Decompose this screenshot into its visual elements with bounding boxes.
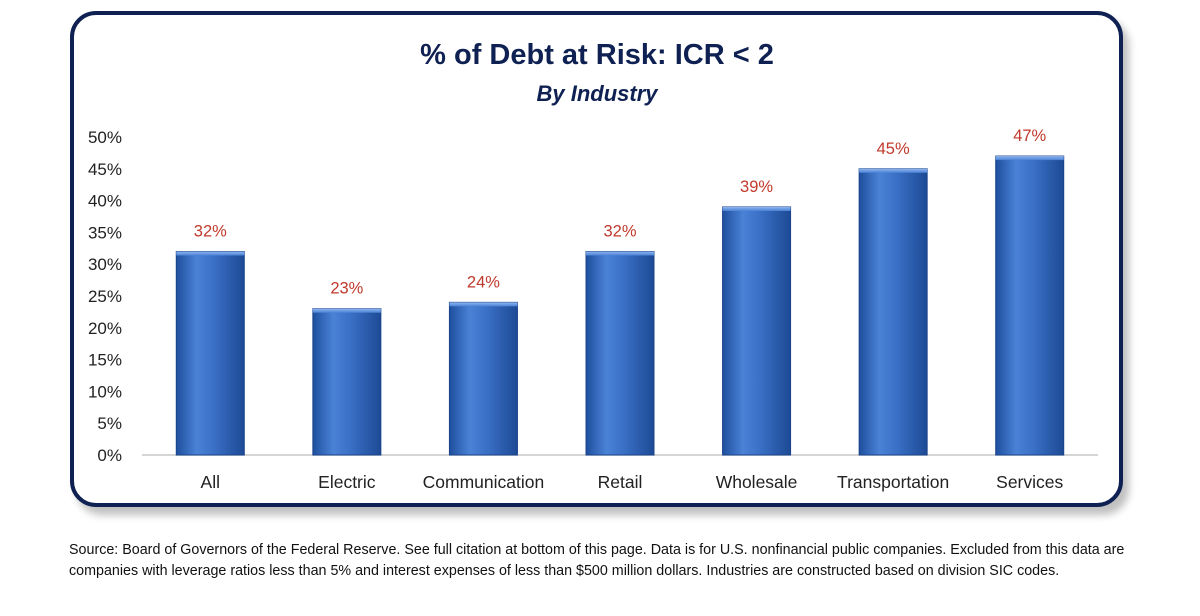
y-tick-label: 20% [88, 319, 122, 338]
x-tick-label-retail: Retail [598, 472, 643, 492]
x-axis: All Electric Communication Retail Wholesale T… [201, 472, 1064, 492]
y-tick-label: 15% [88, 351, 122, 370]
y-tick-label: 40% [88, 192, 122, 211]
x-tick-label-services: Services [996, 472, 1063, 492]
chart-subtitle: By Industry [536, 81, 659, 106]
bar-services [995, 155, 1065, 456]
bar-electric [312, 308, 382, 456]
source-footnote: Source: Board of Governors of the Federa… [69, 542, 1125, 579]
chart-title: % of Debt at Risk: ICR < 2 [420, 39, 774, 71]
data-label-services: 47% [1013, 127, 1046, 145]
y-tick-label: 30% [88, 255, 122, 274]
x-tick-label-electric: Electric [318, 472, 376, 492]
data-label-transportation: 45% [877, 140, 910, 158]
y-tick-label: 0% [97, 446, 122, 465]
bar-top-services [995, 156, 1064, 161]
data-label-communication: 24% [467, 273, 500, 291]
y-tick-label: 25% [88, 287, 122, 306]
y-tick-label: 50% [88, 128, 122, 147]
bar-top-transportation [859, 168, 928, 173]
bar-communication [448, 301, 518, 456]
data-label-retail: 32% [603, 222, 636, 240]
x-tick-label-transportation: Transportation [837, 472, 949, 492]
y-axis: 0% 5% 10% 15% 20% 25% 30% 35% 40% 45% 50% [88, 128, 122, 465]
data-label-wholesale: 39% [740, 178, 773, 196]
data-label-all: 32% [194, 222, 227, 240]
bar-top-retail [586, 251, 654, 256]
y-tick-label: 10% [88, 382, 122, 401]
bar-top-communication [449, 302, 518, 307]
data-labels-group: 32% 23% 24% 32% 39% 45% 47% [194, 127, 1047, 298]
data-label-electric: 23% [330, 280, 363, 298]
y-tick-label: 5% [97, 414, 122, 433]
bar-top-wholesale [722, 206, 791, 211]
x-tick-label-communication: Communication [423, 472, 545, 492]
y-tick-label: 45% [88, 160, 122, 179]
bars-group [175, 155, 1065, 456]
x-tick-label-all: All [201, 472, 220, 492]
bar-transportation [858, 168, 928, 456]
bar-retail [585, 250, 655, 456]
bar-all [175, 250, 245, 456]
y-tick-label: 35% [88, 223, 122, 242]
x-tick-label-wholesale: Wholesale [716, 472, 798, 492]
bar-wholesale [722, 206, 792, 456]
bar-top-electric [312, 308, 381, 313]
bar-top-all [176, 251, 245, 256]
